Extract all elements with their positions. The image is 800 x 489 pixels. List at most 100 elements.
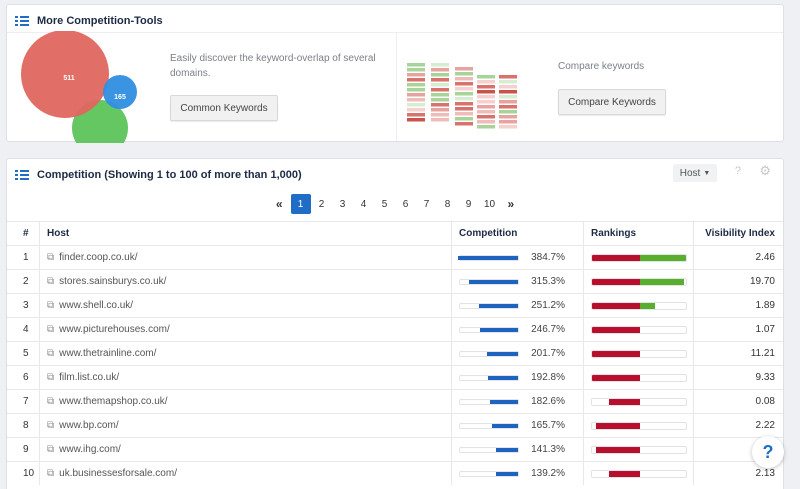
host-link[interactable]: ⧉ www.thetrainline.com/	[47, 342, 447, 365]
gear-icon[interactable]: ⚙	[759, 163, 771, 178]
host-name[interactable]: film.list.co.uk/	[59, 372, 120, 383]
heatmap-cell	[407, 63, 425, 67]
heatmap-cell	[431, 63, 449, 67]
page-button[interactable]: 7	[423, 198, 430, 210]
heatmap-cell	[407, 118, 425, 122]
competition-value: 201.7%	[531, 348, 565, 359]
competition-bar-fill	[492, 424, 518, 428]
competition-bar-fill	[487, 352, 518, 356]
column-competition[interactable]: Competition	[459, 228, 518, 239]
host-link[interactable]: ⧉ film.list.co.uk/	[47, 366, 447, 389]
last-page-icon[interactable]: »	[507, 197, 515, 211]
host-name[interactable]: www.thetrainline.com/	[59, 348, 157, 359]
help-button[interactable]: ?	[752, 436, 784, 468]
page-button[interactable]: 5	[381, 198, 388, 210]
rankings-bar-red	[596, 447, 640, 453]
venn-small-label: 165	[114, 94, 126, 101]
row-number: 8	[23, 420, 29, 431]
external-link-icon[interactable]: ⧉	[47, 396, 55, 407]
heatmap-cell	[407, 98, 425, 102]
list-icon	[15, 15, 29, 27]
host-name[interactable]: www.picturehouses.com/	[59, 324, 170, 335]
external-link-icon[interactable]: ⧉	[47, 420, 55, 431]
competition-bar	[458, 255, 519, 261]
competition-bar	[459, 351, 519, 357]
host-name[interactable]: www.ihg.com/	[59, 444, 121, 455]
page-button[interactable]: 3	[339, 198, 346, 210]
table-row: 8 ⧉ www.bp.com/165.7% 2.22	[7, 413, 783, 437]
page-button[interactable]: 8	[444, 198, 451, 210]
rankings-cell	[591, 366, 691, 389]
competition-cell: 182.6%	[459, 390, 579, 413]
external-link-icon[interactable]: ⧉	[47, 300, 55, 311]
table-row: 7 ⧉ www.themapshop.co.uk/182.6% 0.08	[7, 389, 783, 413]
heatmap-cell	[499, 100, 517, 104]
compare-keywords-button[interactable]: Compare Keywords	[558, 89, 666, 115]
host-name[interactable]: www.shell.co.uk/	[59, 300, 134, 311]
heatmap-cell	[499, 85, 517, 89]
page-button[interactable]: 4	[360, 198, 367, 210]
column-number: #	[23, 228, 29, 239]
heatmap-cell	[431, 88, 449, 92]
table-row: 1 ⧉ finder.coop.co.uk/384.7% 2.46	[7, 245, 783, 269]
first-page-icon[interactable]: «	[275, 197, 283, 211]
external-link-icon[interactable]: ⧉	[47, 372, 55, 383]
column-host[interactable]: Host	[47, 228, 70, 239]
row-number: 5	[23, 348, 29, 359]
page-button[interactable]: 9	[465, 198, 472, 210]
rankings-bar-red	[592, 375, 640, 381]
heatmap-cell	[499, 105, 517, 109]
table-header: # Host Competition Rankings Visibility I…	[7, 221, 783, 245]
heatmap-cell	[477, 90, 495, 94]
host-link[interactable]: ⧉ uk.businessesforsale.com/	[47, 462, 447, 485]
heatmap-cell	[431, 93, 449, 97]
column-visibility[interactable]: Visibility Index	[705, 228, 775, 239]
host-select[interactable]: Host ▼	[673, 164, 717, 182]
column-rankings[interactable]: Rankings	[591, 228, 637, 239]
competition-value: 182.6%	[531, 396, 565, 407]
host-name[interactable]: stores.sainsburys.co.uk/	[59, 276, 167, 287]
table-row: 5 ⧉ www.thetrainline.com/201.7% 11.21	[7, 341, 783, 365]
external-link-icon[interactable]: ⧉	[47, 468, 55, 479]
heatmap-cell	[431, 98, 449, 102]
page-button[interactable]: 2	[318, 198, 325, 210]
host-name[interactable]: finder.coop.co.uk/	[59, 252, 138, 263]
host-link[interactable]: ⧉ www.themapshop.co.uk/	[47, 390, 447, 413]
row-number: 9	[23, 444, 29, 455]
competition-bar	[459, 447, 519, 453]
host-link[interactable]: ⧉ www.ihg.com/	[47, 438, 447, 461]
heatmap-cell	[407, 113, 425, 117]
host-link[interactable]: ⧉ www.bp.com/	[47, 414, 447, 437]
competition-value: 384.7%	[531, 252, 565, 263]
common-keywords-button[interactable]: Common Keywords	[170, 95, 278, 121]
heatmap-cell	[407, 68, 425, 72]
rankings-bar	[591, 374, 687, 382]
external-link-icon[interactable]: ⧉	[47, 324, 55, 335]
external-link-icon[interactable]: ⧉	[47, 348, 55, 359]
competition-cell: 141.3%	[459, 438, 579, 461]
rankings-bar-red	[592, 327, 640, 333]
competition-bar-fill	[496, 472, 518, 476]
external-link-icon[interactable]: ⧉	[47, 444, 55, 455]
heatmap-cell	[431, 103, 449, 107]
host-link[interactable]: ⧉ www.shell.co.uk/	[47, 294, 447, 317]
host-name[interactable]: uk.businessesforsale.com/	[59, 468, 177, 479]
page-button[interactable]: 10	[483, 198, 496, 210]
help-icon[interactable]: ?	[734, 165, 741, 177]
page-button[interactable]: 6	[402, 198, 409, 210]
host-link[interactable]: ⧉ stores.sainsburys.co.uk/	[47, 270, 447, 293]
visibility-value: 2.22	[755, 420, 775, 431]
heatmap-cell	[499, 115, 517, 119]
host-link[interactable]: ⧉ www.picturehouses.com/	[47, 318, 447, 341]
external-link-icon[interactable]: ⧉	[47, 276, 55, 287]
rankings-bar	[591, 326, 687, 334]
competition-value: 165.7%	[531, 420, 565, 431]
host-name[interactable]: www.bp.com/	[59, 420, 119, 431]
visibility-value: 2.46	[755, 252, 775, 263]
competition-cell: 384.7%	[458, 246, 579, 269]
host-name[interactable]: www.themapshop.co.uk/	[59, 396, 168, 407]
rankings-cell	[591, 414, 691, 437]
external-link-icon[interactable]: ⧉	[47, 252, 55, 263]
host-link[interactable]: ⧉ finder.coop.co.uk/	[47, 246, 447, 269]
page-button[interactable]: 1	[290, 194, 311, 214]
